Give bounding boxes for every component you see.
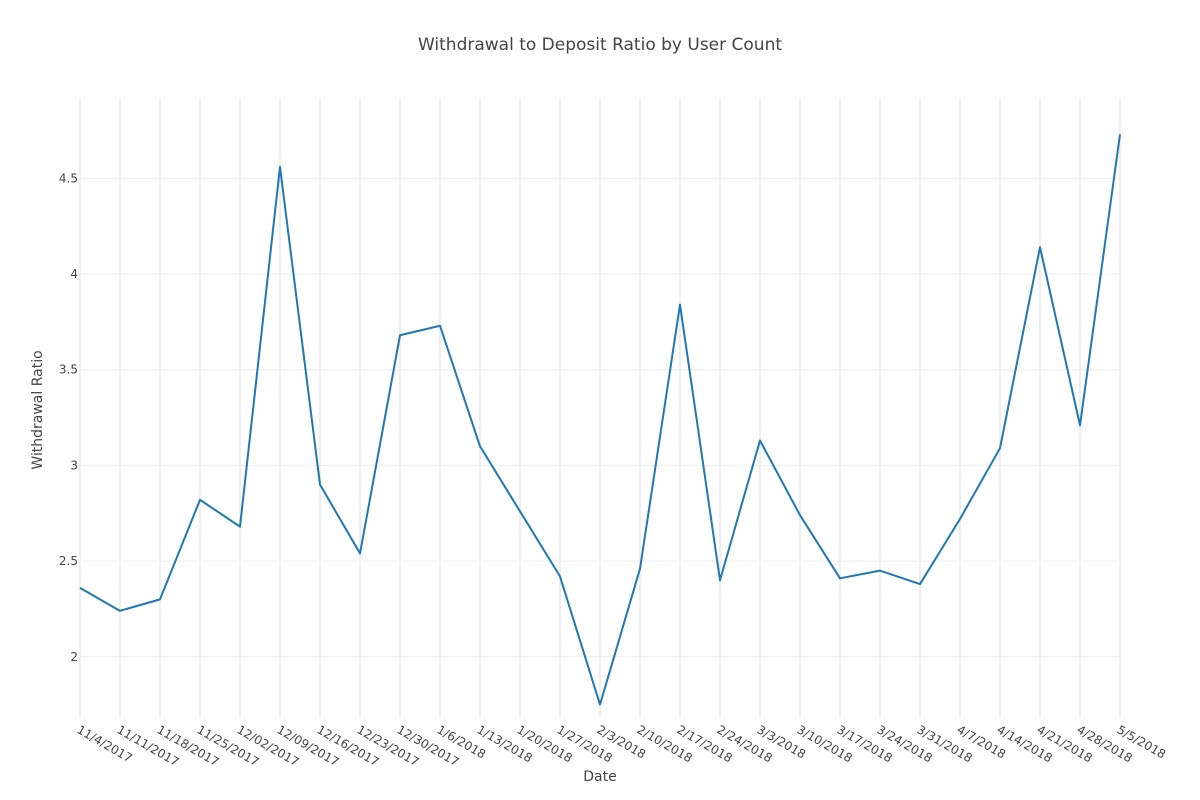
y-tick-label: 2.5: [59, 554, 78, 568]
y-tick-label: 4: [70, 267, 78, 281]
chart-title: Withdrawal to Deposit Ratio by User Coun…: [418, 35, 782, 55]
gridlines: [79, 98, 1121, 718]
y-axis-title: Withdrawal Ratio: [30, 350, 46, 469]
x-axis-title: Date: [583, 769, 616, 785]
y-axis-ticks: 2 2.5 3 3.5 4 4.5: [59, 171, 78, 663]
y-tick-label: 4.5: [59, 171, 78, 185]
y-tick-label: 3.5: [59, 363, 78, 377]
y-tick-label: 3: [70, 458, 78, 472]
x-axis-ticks: 11/4/201711/11/201711/18/201711/25/20171…: [75, 722, 1169, 769]
series-line: [79, 134, 1121, 706]
y-tick-label: 2: [70, 650, 78, 664]
series-layer: [79, 134, 1121, 706]
